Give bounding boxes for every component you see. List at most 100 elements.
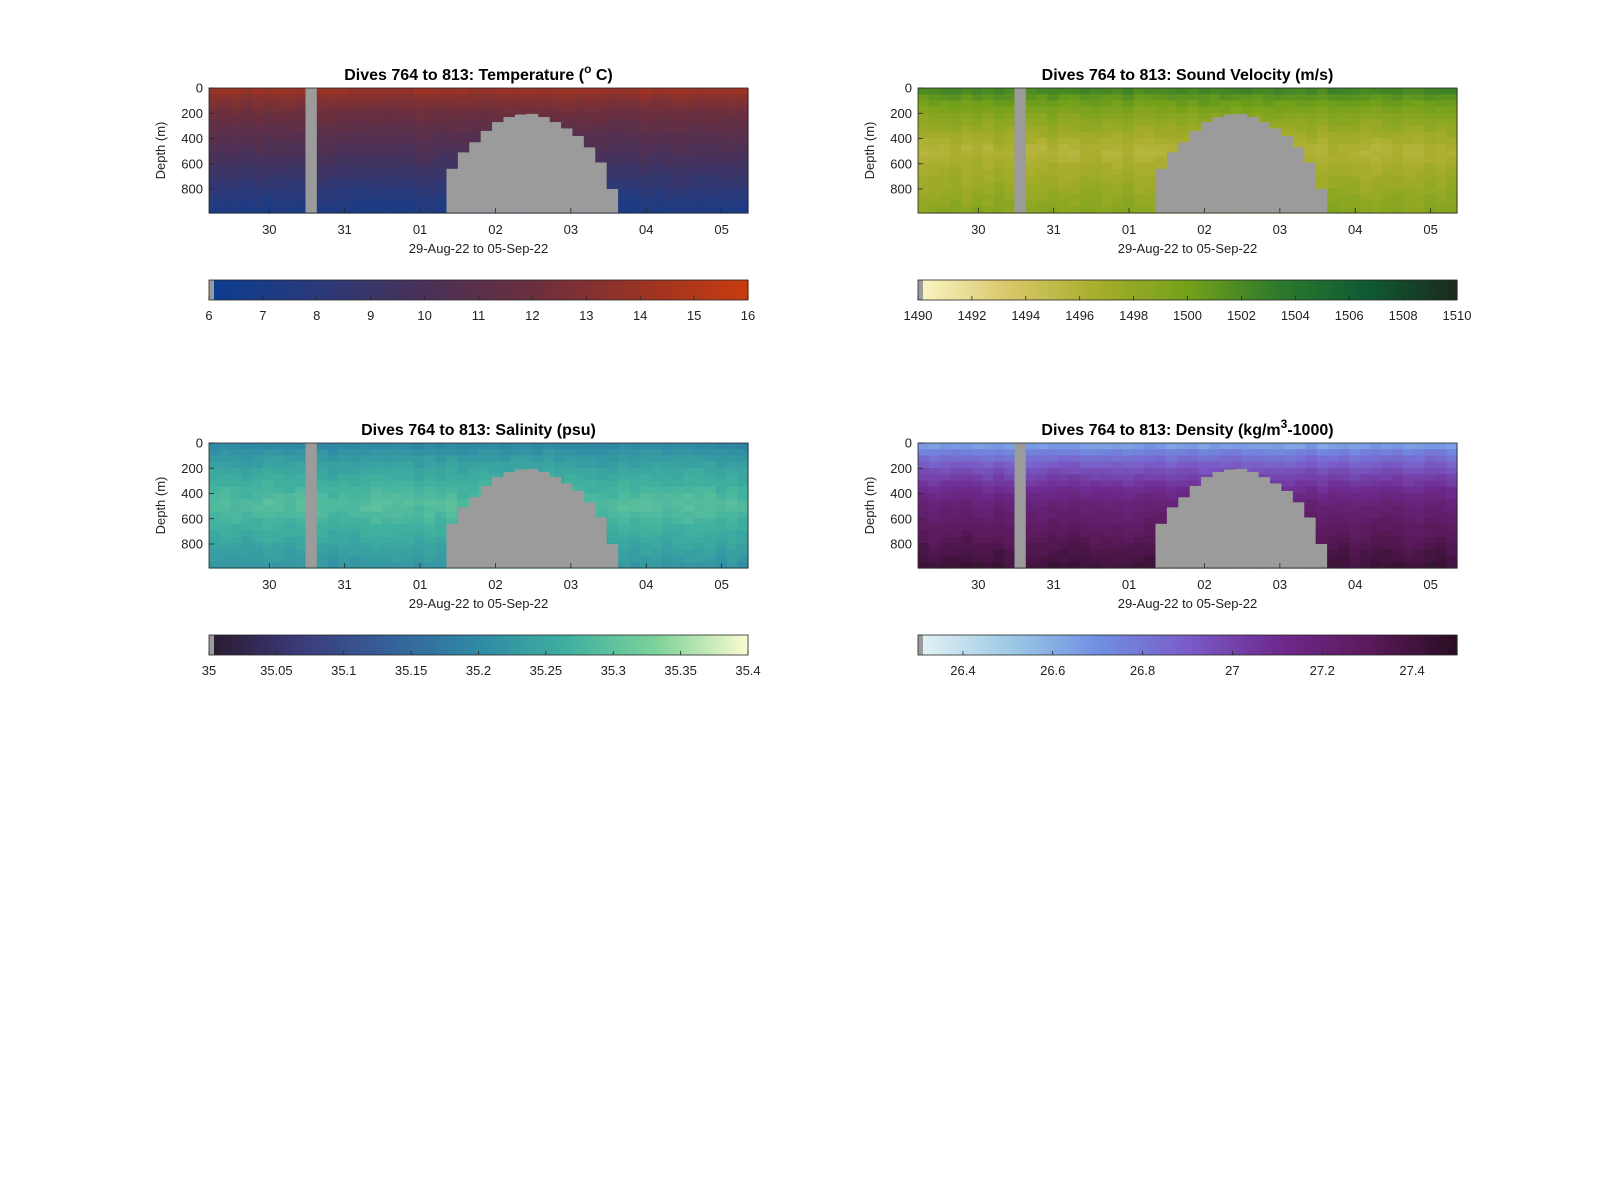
colorbar-segment — [1156, 635, 1162, 655]
heatmap-cell — [230, 150, 242, 158]
heatmap-cell — [252, 474, 264, 482]
heatmap-cell — [704, 150, 717, 158]
heatmap-cell — [209, 163, 221, 170]
heatmap-cell — [359, 474, 372, 482]
heatmap-cell — [1413, 206, 1426, 214]
heatmap-cell — [1284, 486, 1296, 494]
heatmap-cell — [273, 200, 286, 208]
heatmap-cell — [209, 493, 221, 500]
heatmap-cell — [284, 524, 296, 532]
heatmap-cell — [1435, 468, 1447, 475]
heatmap-cell — [982, 480, 995, 488]
heatmap-cell — [241, 493, 253, 500]
heatmap-cell — [1392, 88, 1404, 95]
heatmap-cell — [1090, 156, 1102, 164]
heatmap-cell — [1004, 175, 1016, 183]
heatmap-cell — [704, 125, 717, 133]
colorbar-segment — [1416, 280, 1422, 300]
colorbar-segment — [599, 635, 605, 655]
heatmap-cell — [1338, 530, 1350, 538]
heatmap-cell — [1327, 94, 1340, 102]
heatmap-cell — [1198, 449, 1210, 457]
heatmap-cell — [629, 144, 641, 152]
heatmap-cell — [230, 449, 242, 457]
heatmap-cell — [1025, 499, 1038, 507]
heatmap-cell — [1155, 150, 1167, 158]
heatmap-cell — [252, 530, 264, 538]
heatmap-cell — [950, 474, 962, 482]
heatmap-cell — [982, 131, 995, 139]
heatmap-cell — [1262, 113, 1275, 120]
heatmap-cell — [1068, 169, 1081, 177]
heatmap-cell — [338, 524, 350, 532]
heatmap-cell — [1209, 449, 1221, 457]
heatmap-cell — [1349, 486, 1361, 494]
heatmap-cell — [704, 144, 717, 152]
heatmap-cell — [661, 449, 674, 457]
heatmap-cell — [403, 163, 415, 170]
heatmap-cell — [435, 119, 447, 127]
heatmap-cell — [618, 480, 631, 488]
colorbar-segment — [1102, 280, 1108, 300]
colorbar-segment — [1425, 635, 1431, 655]
heatmap-cell — [1068, 131, 1081, 139]
heatmap-cell — [1101, 144, 1113, 152]
heatmap-cell — [715, 100, 728, 108]
colorbar-segment — [1111, 280, 1117, 300]
heatmap-cell — [392, 524, 404, 532]
heatmap-cell — [1122, 175, 1135, 183]
heatmap-cell — [1144, 113, 1156, 120]
heatmap-cell — [715, 194, 728, 202]
x-tick-label: 30 — [971, 222, 985, 237]
colorbar-segment — [420, 280, 426, 300]
heatmap-cell — [704, 461, 717, 469]
heatmap-cell — [961, 106, 973, 114]
heatmap-cell — [1101, 561, 1113, 569]
heatmap-cell — [1392, 499, 1404, 507]
heatmap-cell — [597, 505, 609, 513]
heatmap-cell — [403, 499, 415, 507]
heatmap-cell — [1327, 480, 1340, 488]
heatmap-cell — [1392, 175, 1404, 183]
heatmap-cell — [661, 511, 674, 519]
heatmap-cell — [456, 113, 469, 120]
colorbar-segment — [926, 280, 933, 300]
heatmap-cell — [1004, 549, 1016, 557]
heatmap-cell — [349, 169, 361, 177]
heatmap-cell — [1090, 131, 1102, 139]
heatmap-cell — [413, 480, 426, 488]
colorbar-tick-label: 26.6 — [1040, 663, 1065, 678]
heatmap-cell — [241, 555, 253, 563]
colorbar: 35 35.05 35.1 35.15 35.2 35.25 35.3 35.35 35.4 — [202, 634, 761, 678]
heatmap-cell — [1359, 555, 1372, 563]
heatmap-cell — [359, 530, 372, 538]
heatmap-cell — [629, 138, 641, 145]
heatmap-cell — [1403, 181, 1415, 189]
heatmap-cell — [500, 94, 512, 102]
heatmap-cell — [478, 94, 490, 102]
heatmap-cell — [640, 443, 652, 450]
heatmap-cell — [403, 100, 415, 108]
heatmap-cell — [1381, 468, 1393, 475]
heatmap-cell — [1446, 511, 1458, 519]
heatmap-cell — [241, 106, 253, 114]
heatmap-cell — [1068, 480, 1081, 488]
heatmap-cell — [993, 206, 1005, 214]
heatmap-cell — [209, 505, 221, 513]
heatmap-cell — [1273, 449, 1286, 457]
heatmap-cell — [1122, 94, 1135, 102]
colorbar-segment — [1299, 635, 1305, 655]
heatmap-cell — [1025, 455, 1038, 463]
heatmap-cell — [1424, 106, 1437, 114]
heatmap-cell — [982, 163, 995, 170]
bathymetry-step — [537, 117, 550, 213]
colorbar-segment — [559, 280, 565, 300]
heatmap-cell — [446, 119, 458, 127]
colorbar-segment — [545, 635, 551, 655]
heatmap-cell — [1370, 455, 1383, 463]
heatmap-cell — [1198, 94, 1210, 102]
heatmap-cell — [971, 181, 984, 189]
heatmap-cell — [403, 200, 415, 208]
heatmap-cell — [316, 94, 329, 102]
